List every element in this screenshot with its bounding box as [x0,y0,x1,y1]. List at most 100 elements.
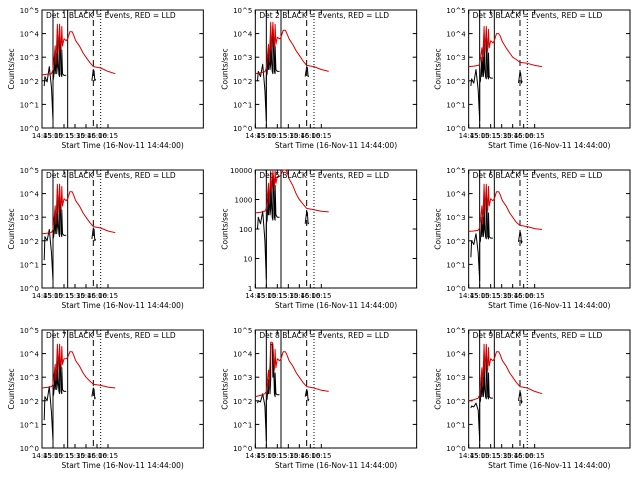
plot-frame [254,9,418,129]
y-tick-label: 10^4 [446,191,466,199]
y-tick-label: 10^4 [446,351,466,359]
x-tick-label: 15:00 [43,292,63,300]
x-tick-label: 16:15 [311,292,331,300]
y-tick-label: 1 [248,285,252,293]
x-tick-label: 16:00 [87,452,107,460]
y-tick-label: 10^0 [233,125,252,133]
lld-curve [255,21,329,75]
x-tick-label: 15:30 [65,132,85,140]
y-tick-label: 10^5 [446,167,465,175]
x-tick-label: 15:15 [54,292,74,300]
x-tick-label: 15:00 [470,292,490,300]
x-tick-label: 14:45 [245,132,265,140]
y-tick-label: 10^3 [233,374,252,382]
x-tick-label: 15:45 [503,132,523,140]
plot-frame [254,329,418,449]
y-axis-label: Counts/sec [7,208,16,249]
x-axis-label: Start Time (16-Nov-11 14:44:00) [488,461,610,470]
x-axis-label: Start Time (16-Nov-11 14:44:00) [488,141,610,150]
lld-curve [468,26,543,68]
detector-panel-7: 10^010^110^210^310^410^514:4515:0015:151… [7,327,204,470]
x-axis-label: Start Time (16-Nov-11 14:44:00) [62,141,184,150]
y-tick-label: 10^5 [233,327,252,335]
x-tick-label: 14:45 [459,452,479,460]
y-axis-label: Counts/sec [434,368,443,409]
panel-title: Det 8 BLACK = Events, RED = LLD [259,331,389,340]
y-tick-label: 10^1 [446,101,465,109]
plot-frame [254,169,418,289]
y-tick-label: 10^1 [446,261,465,269]
x-tick-label: 15:15 [54,132,74,140]
y-tick-label: 10 [243,256,252,264]
x-tick-label: 15:15 [267,292,287,300]
events-curve [43,348,96,442]
events-curve [257,26,310,122]
x-tick-label: 14:45 [245,452,265,460]
y-tick-label: 10^4 [233,351,253,359]
panel-title: Det 5 BLACK = Events, RED = LLD [259,171,389,180]
x-tick-label: 14:45 [32,132,52,140]
panel-title: Det 4 BLACK = Events, RED = LLD [46,171,176,180]
detector-panel-1: 10^010^110^210^310^410^514:4515:0015:151… [7,7,204,150]
x-axis-label: Start Time (16-Nov-11 14:44:00) [275,461,397,470]
x-tick-label: 15:30 [278,452,298,460]
y-tick-label: 10^4 [20,31,40,39]
y-tick-label: 10^2 [20,238,39,246]
x-tick-label: 15:30 [278,292,298,300]
y-tick-label: 10^3 [20,54,39,62]
events-curve [257,172,310,280]
y-tick-label: 10^0 [233,445,252,453]
y-tick-label: 10^1 [233,101,252,109]
x-tick-label: 15:00 [43,132,63,140]
y-tick-label: 10^0 [446,285,465,293]
y-tick-label: 10^3 [446,54,465,62]
y-axis-label: Counts/sec [434,48,443,89]
x-tick-label: 16:00 [514,132,534,140]
x-tick-label: 14:45 [459,292,479,300]
x-tick-label: 16:00 [300,452,320,460]
panel-title: Det 7 BLACK = Events, RED = LLD [46,331,176,340]
x-tick-label: 15:45 [76,452,96,460]
y-tick-label: 10^0 [20,125,39,133]
lld-curve [41,343,116,389]
plot-frame [41,329,204,449]
x-tick-label: 16:00 [514,452,534,460]
x-tick-label: 15:30 [492,452,512,460]
plot-frame [468,9,631,129]
x-tick-label: 14:45 [245,292,265,300]
y-tick-label: 10^2 [20,78,39,86]
x-tick-label: 15:45 [289,452,309,460]
plot-frame [468,169,631,289]
events-curve [257,343,310,442]
x-axis-label: Start Time (16-Nov-11 14:44:00) [62,301,184,310]
events-curve [470,33,523,122]
y-tick-label: 10^2 [446,78,465,86]
x-tick-label: 16:00 [87,292,107,300]
detector-panel-8: 10^010^110^210^310^410^514:4515:0015:151… [220,327,418,470]
plot-frame [468,329,631,449]
y-axis-label: Counts/sec [7,48,16,89]
events-curve [43,188,96,282]
lld-curve [41,183,116,235]
lld-curve [468,183,543,232]
x-tick-label: 16:00 [300,132,320,140]
panel-title: Det 6 BLACK = Events, RED = LLD [473,171,603,180]
plot-frame [41,169,204,289]
x-axis-label: Start Time (16-Nov-11 14:44:00) [275,141,397,150]
y-tick-label: 10^3 [446,214,465,222]
x-tick-label: 15:00 [470,452,490,460]
x-tick-label: 15:00 [256,292,276,300]
x-tick-label: 15:15 [481,452,501,460]
panel-title: Det 9 BLACK = Events, RED = LLD [473,331,603,340]
x-tick-label: 15:00 [256,452,276,460]
lld-curve [255,169,329,214]
detector-panel-2: 10^010^110^210^310^410^514:4515:0015:151… [220,7,418,150]
x-tick-label: 15:45 [76,292,96,300]
y-tick-label: 10^5 [20,327,39,335]
x-axis-label: Start Time (16-Nov-11 14:44:00) [275,301,397,310]
x-tick-label: 15:15 [267,452,287,460]
y-tick-label: 10^3 [446,374,465,382]
x-tick-label: 16:15 [525,452,545,460]
panel-title: Det 2 BLACK = Events, RED = LLD [259,11,389,20]
lld-curve [468,343,543,402]
